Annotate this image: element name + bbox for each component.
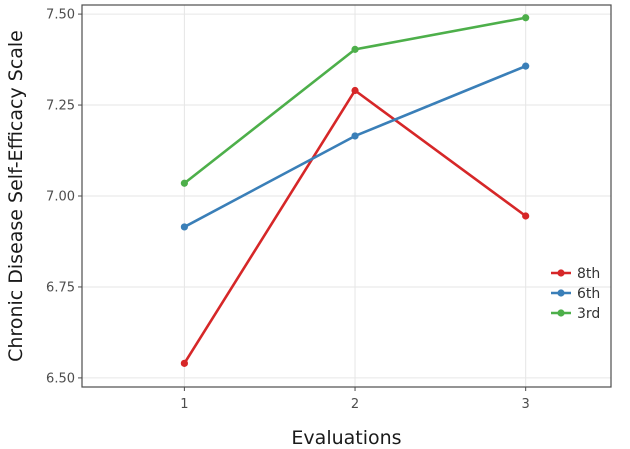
- data-point-3rd-2: [351, 45, 359, 53]
- x-tick-label: 1: [180, 397, 188, 412]
- y-tick-label: 7.25: [46, 99, 75, 114]
- y-tick-label: 7.50: [46, 8, 75, 23]
- data-point-3rd-1: [180, 179, 188, 187]
- data-point-6th-1: [180, 223, 188, 231]
- data-point-6th-2: [351, 132, 359, 140]
- data-point-6th-3: [522, 62, 530, 70]
- y-axis-title: Chronic Disease Self-Efficacy Scale: [5, 30, 27, 362]
- data-point-3rd-3: [522, 14, 530, 22]
- x-tick-label: 2: [351, 397, 359, 412]
- legend-marker-3rd: [557, 309, 565, 317]
- x-tick-label: 3: [522, 397, 530, 412]
- y-tick-label: 7.00: [46, 190, 75, 205]
- legend: 8th 6th 3rd: [551, 266, 600, 322]
- series-group: [180, 14, 530, 367]
- data-point-8th-1: [180, 359, 188, 367]
- legend-marker-6th: [557, 289, 565, 297]
- legend-label-8th: 8th: [577, 266, 600, 282]
- y-tick-label: 6.75: [46, 280, 75, 295]
- data-point-8th-3: [522, 212, 530, 220]
- legend-marker-8th: [557, 269, 565, 277]
- legend-label-3rd: 3rd: [577, 306, 600, 322]
- y-tick-label: 6.50: [46, 371, 75, 386]
- data-point-8th-2: [351, 86, 359, 95]
- grid: [82, 5, 611, 387]
- axis-ticks: 6.50 6.75 7.00 7.25 7.50 1 2 3: [46, 8, 530, 412]
- legend-label-6th: 6th: [577, 286, 600, 302]
- x-axis-title: Evaluations: [291, 427, 401, 449]
